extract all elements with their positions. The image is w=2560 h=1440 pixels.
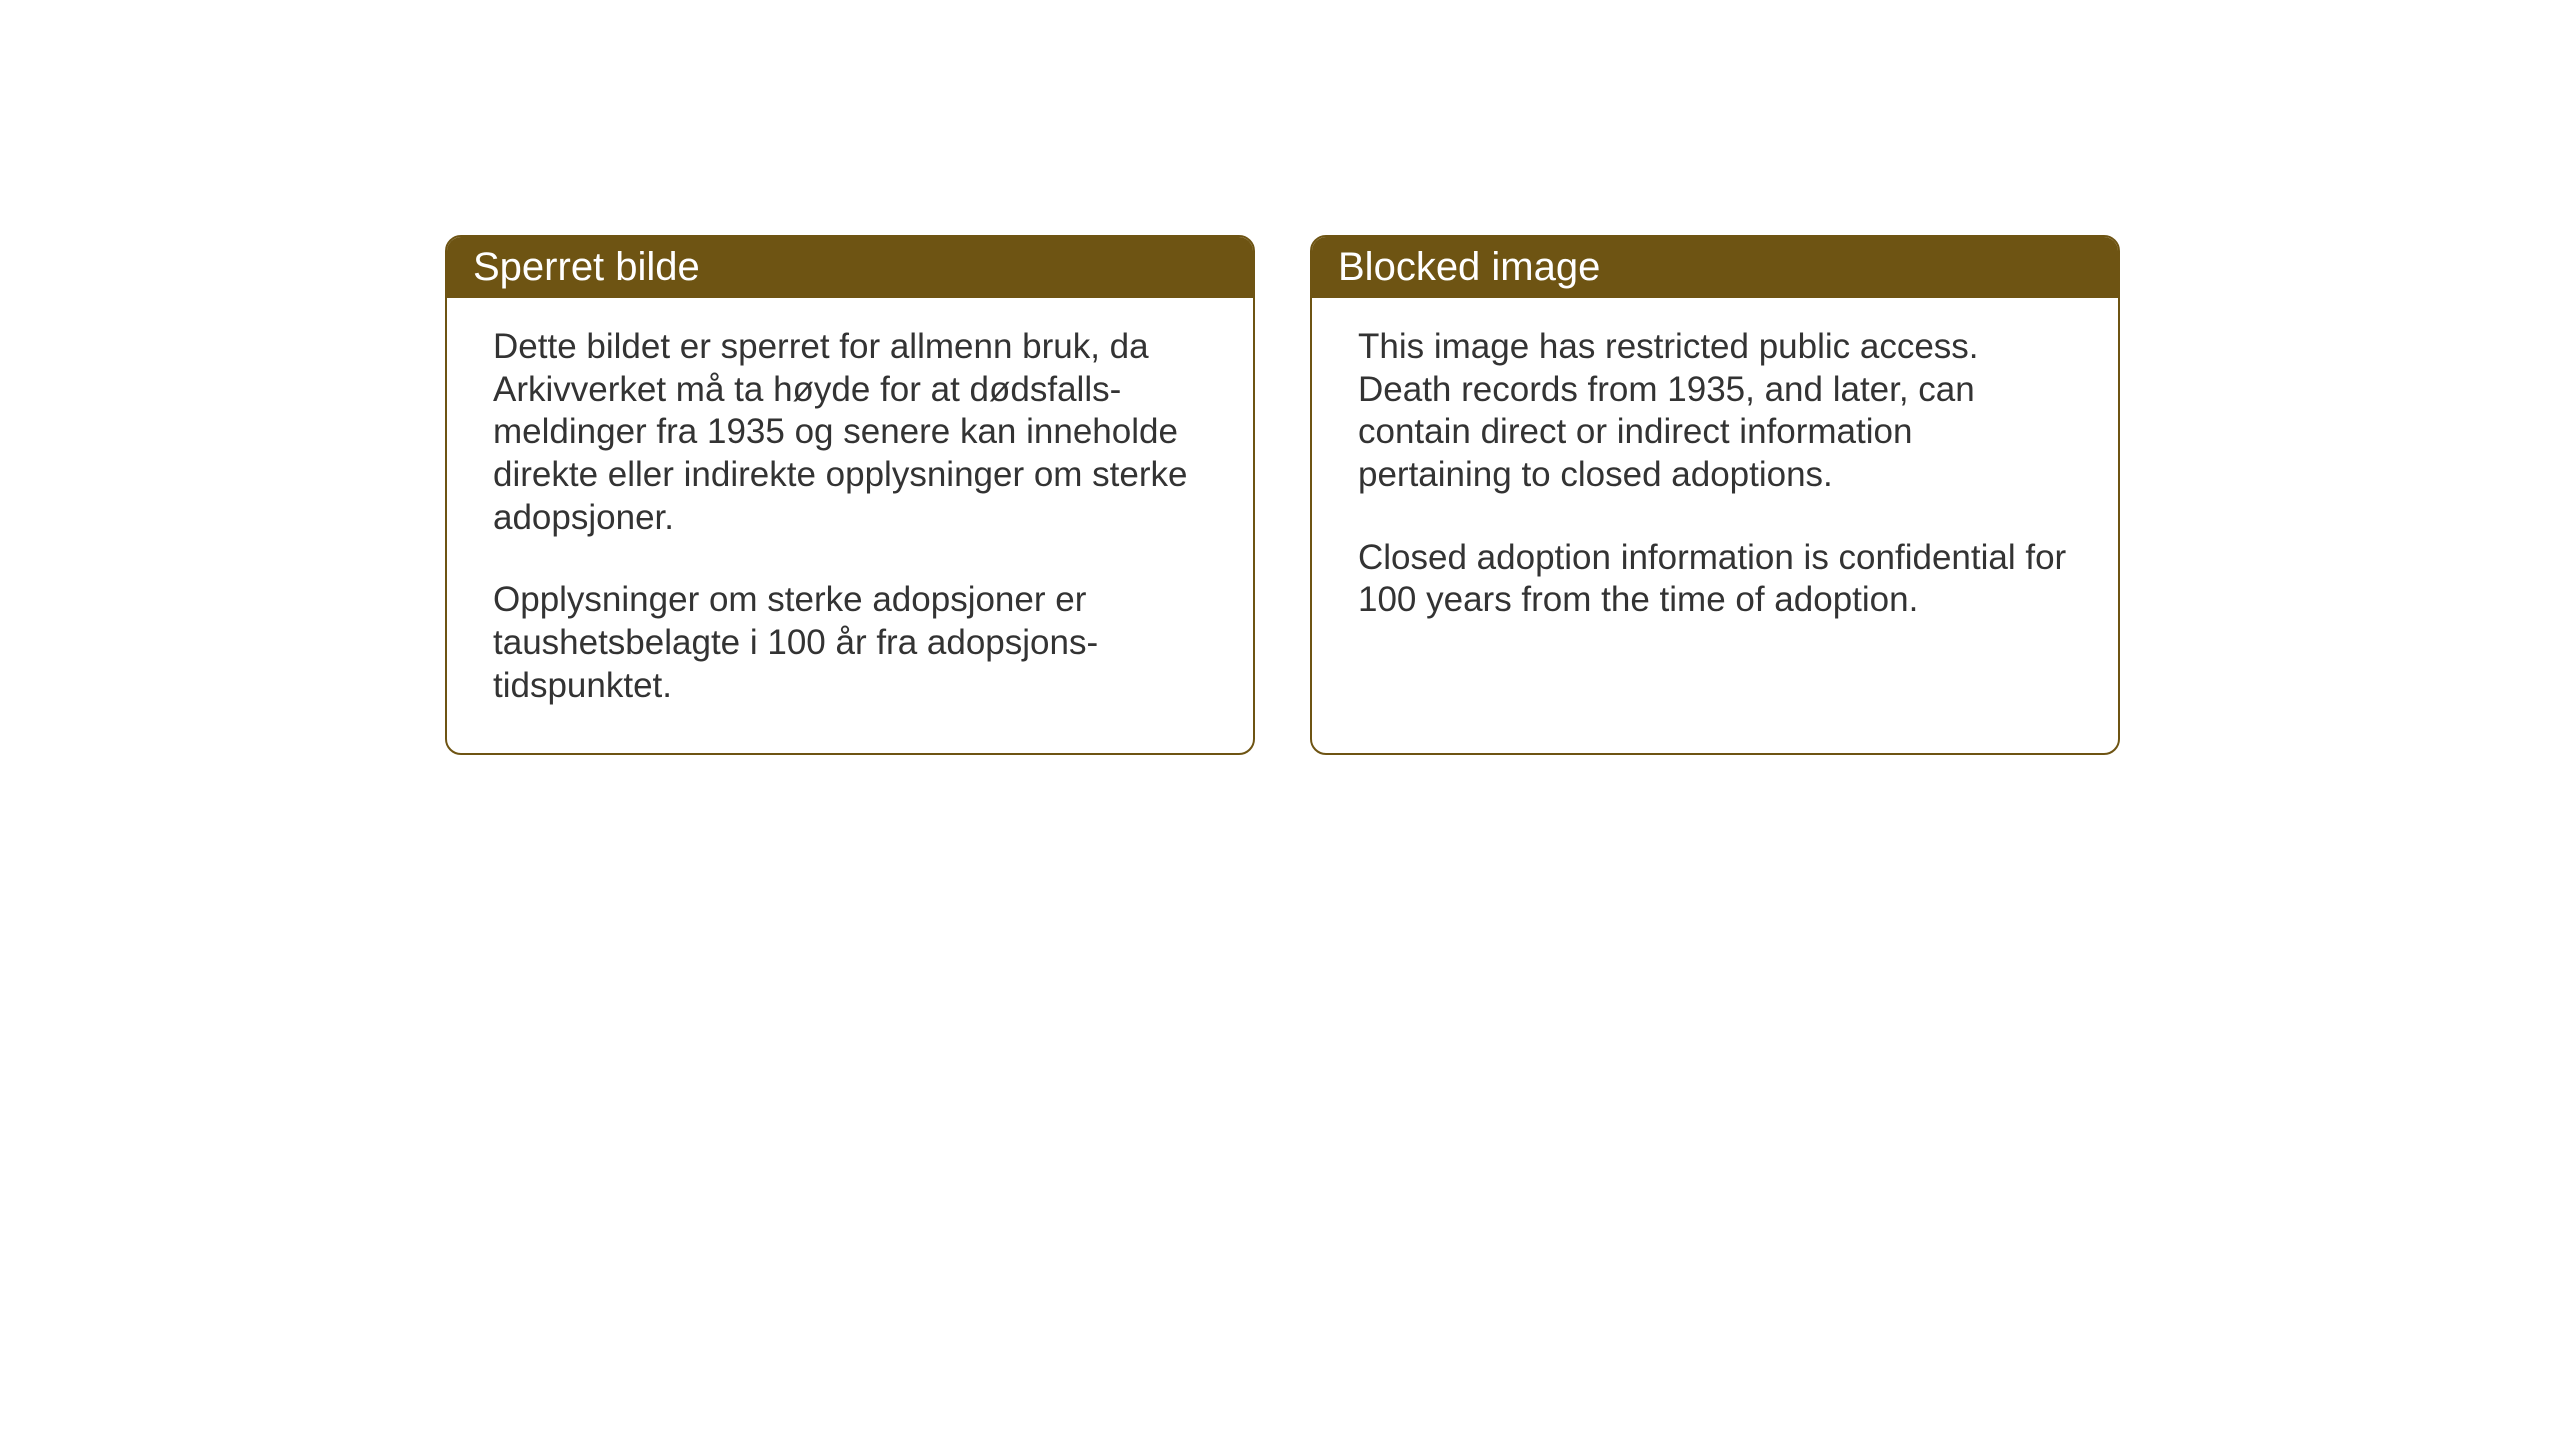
panel-english-para2: Closed adoption information is confident… xyxy=(1358,537,2072,622)
panel-norwegian-header: Sperret bilde xyxy=(447,237,1253,298)
panel-english-para1: This image has restricted public access.… xyxy=(1358,326,2072,497)
panels-container: Sperret bilde Dette bildet er sperret fo… xyxy=(445,235,2120,755)
panel-english: Blocked image This image has restricted … xyxy=(1310,235,2120,755)
panel-english-body: This image has restricted public access.… xyxy=(1312,298,2118,753)
panel-norwegian-para1: Dette bildet er sperret for allmenn bruk… xyxy=(493,326,1207,539)
panel-english-header: Blocked image xyxy=(1312,237,2118,298)
panel-norwegian-body: Dette bildet er sperret for allmenn bruk… xyxy=(447,298,1253,753)
panel-norwegian: Sperret bilde Dette bildet er sperret fo… xyxy=(445,235,1255,755)
panel-norwegian-para2: Opplysninger om sterke adopsjoner er tau… xyxy=(493,579,1207,707)
